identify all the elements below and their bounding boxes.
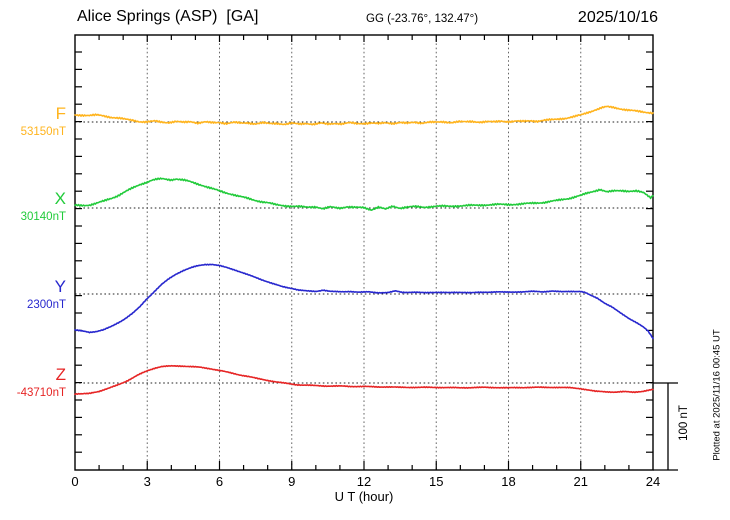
channel-label-z: Z -43710nT [0, 365, 66, 399]
x-axis-title: U T (hour) [334, 489, 394, 504]
page-title: Alice Springs (ASP) [GA] [77, 8, 259, 25]
channel-label-x: X 30140nT [0, 189, 66, 223]
plot-date: 2025/10/16 [577, 9, 658, 26]
channel-label-f: F 53150nT [0, 104, 66, 138]
station-coordinates: GG (-23.76°, 132.47°) [366, 13, 479, 25]
x-tick-label: 9 [288, 474, 296, 489]
channel-baseline-f: 53150nT [20, 126, 66, 138]
x-tick-label: 0 [71, 474, 79, 489]
trace-X [74, 177, 654, 211]
channel-letter-f: F [55, 104, 66, 123]
x-tick-label: 18 [501, 474, 516, 489]
x-tick-label: 24 [645, 474, 661, 489]
channel-label-y: Y 2300nT [0, 277, 66, 311]
channel-letter-z: Z [55, 365, 66, 384]
plotted-at-note: Plotted at 2025/11/16 00:45 UT [711, 329, 723, 461]
x-tick-label: 3 [143, 474, 151, 489]
channel-baseline-z: -43710nT [16, 387, 66, 399]
scale-bar-label: 100 nT [678, 405, 690, 441]
channel-letter-x: X [54, 189, 66, 208]
trace-F [74, 105, 654, 126]
x-tick-label: 6 [215, 474, 224, 489]
channel-baseline-x: 30140nT [20, 211, 66, 223]
channel-baseline-y: 2300nT [26, 299, 66, 311]
x-tick-label: 21 [573, 474, 588, 489]
x-tick-label: 12 [356, 474, 372, 489]
x-tick-label: 15 [429, 474, 444, 489]
trace-Y [74, 263, 654, 340]
trace-Z [74, 364, 654, 396]
channel-letter-y: Y [54, 277, 66, 296]
